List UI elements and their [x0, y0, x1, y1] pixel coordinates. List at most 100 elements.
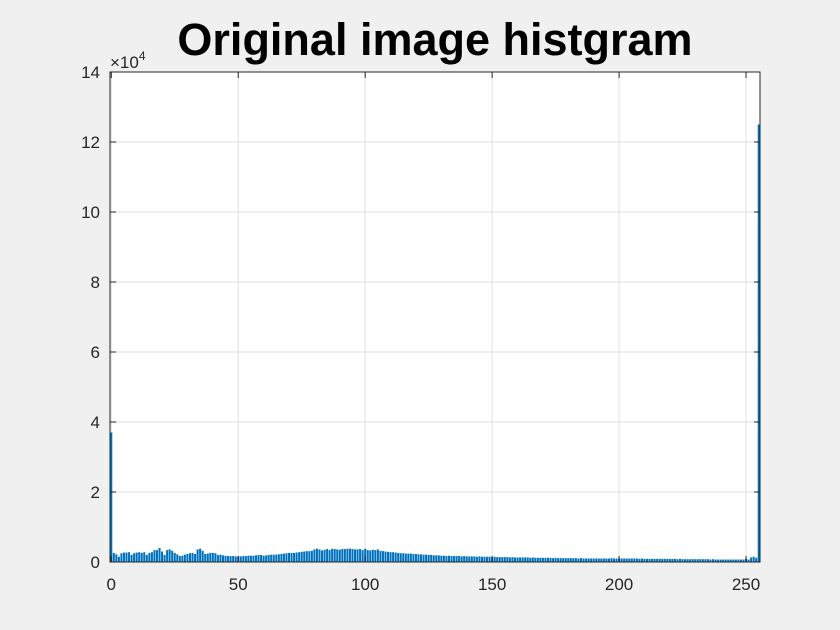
histogram-bar	[287, 552, 291, 562]
histogram-bar	[262, 555, 265, 562]
histogram-bar	[486, 556, 489, 562]
histogram-bar	[513, 557, 516, 562]
histogram-bar	[605, 558, 608, 562]
histogram-bar	[656, 558, 659, 562]
histogram-bar	[300, 551, 303, 562]
histogram-bar	[191, 552, 194, 562]
histogram-bar	[661, 558, 664, 562]
histogram-bar	[150, 552, 153, 562]
histogram-bar	[188, 553, 191, 562]
histogram-bar	[529, 557, 532, 562]
histogram-bar	[392, 552, 395, 562]
histogram-bar	[706, 559, 709, 562]
histogram-bar	[320, 550, 324, 562]
histogram-bar	[610, 558, 613, 562]
histogram-bar	[607, 558, 610, 562]
histogram-bar	[747, 559, 750, 562]
histogram-bar	[498, 557, 501, 562]
histogram-bar	[447, 555, 450, 562]
y-exponent-label: ×104	[110, 49, 146, 72]
histogram-bar	[458, 556, 461, 562]
histogram-bar	[303, 551, 306, 562]
histogram-bar	[143, 552, 146, 562]
histogram-bar	[602, 558, 605, 562]
histogram-bar	[679, 558, 682, 562]
histogram-bar	[719, 559, 722, 562]
histogram-bar	[196, 549, 199, 562]
histogram-bar	[135, 552, 138, 562]
histogram-bar	[216, 555, 219, 562]
y-tick-label: 0	[91, 553, 100, 572]
histogram-bar	[427, 555, 430, 562]
histogram-bar	[280, 553, 283, 562]
histogram-bar	[267, 555, 270, 562]
histogram-bar	[128, 552, 131, 562]
histogram-bar	[364, 548, 367, 562]
histogram-bar	[651, 558, 654, 562]
histogram-bar	[541, 557, 544, 562]
y-tick-label: 6	[91, 343, 100, 362]
histogram-bar	[701, 559, 704, 562]
histogram-bar	[699, 559, 702, 562]
histogram-bar	[511, 557, 514, 562]
histogram-bar	[254, 555, 258, 562]
histogram-bar	[739, 559, 742, 562]
x-tick-label: 200	[605, 575, 633, 594]
histogram-bar	[620, 558, 623, 562]
histogram-bar	[412, 553, 415, 562]
histogram-bar	[465, 556, 468, 562]
histogram-bar	[161, 551, 164, 562]
histogram-bar	[371, 549, 374, 562]
histogram-bar	[648, 558, 651, 562]
plot-frame	[109, 71, 761, 563]
histogram-bar	[381, 551, 384, 562]
histogram-bar	[732, 559, 735, 562]
histogram-bars	[110, 124, 760, 562]
histogram-bar	[470, 556, 473, 562]
y-tick-label: 10	[81, 203, 100, 222]
histogram-bar	[455, 556, 458, 562]
histogram-bar	[463, 556, 466, 562]
histogram-bar	[171, 550, 174, 562]
histogram-bar	[376, 549, 379, 562]
histogram-bar	[336, 549, 339, 562]
histogram-bar	[112, 552, 115, 562]
histogram-bar	[734, 559, 737, 562]
histogram-bar	[354, 549, 357, 562]
histogram-bar	[242, 556, 245, 562]
histogram-bar	[684, 559, 687, 562]
histogram-bar	[714, 559, 717, 562]
histogram-bar	[387, 551, 390, 562]
histogram-bar	[333, 549, 336, 562]
histogram-bar	[359, 549, 362, 562]
histogram-bar	[214, 553, 217, 562]
histogram-bar	[155, 550, 158, 562]
histogram-bar	[239, 556, 242, 562]
histogram-bar	[671, 558, 674, 562]
histogram-bar	[473, 556, 476, 562]
histogram-bar	[503, 557, 506, 562]
histogram-bar	[379, 550, 382, 562]
histogram-bar	[374, 550, 377, 562]
histogram-bar	[145, 555, 148, 562]
histogram-bar	[579, 558, 583, 562]
y-axis-ticks: 0 2 4 6 8 10 12 14	[81, 63, 760, 572]
histogram-bar	[496, 557, 499, 562]
histogram-bar	[178, 556, 181, 562]
histogram-bar	[478, 556, 481, 562]
histogram-bar	[168, 549, 171, 562]
histogram-bar	[440, 555, 443, 562]
histogram-bar	[460, 556, 463, 562]
histogram-bar	[417, 554, 420, 562]
histogram-bar	[508, 557, 511, 562]
histogram-bar	[148, 552, 151, 562]
histogram-bar	[750, 557, 753, 562]
histogram-bar	[282, 553, 285, 562]
histogram-bar	[615, 558, 618, 562]
histogram-bar	[442, 555, 445, 562]
histogram-bar	[430, 555, 433, 562]
histogram-bar	[211, 552, 214, 562]
histogram-bar	[722, 559, 725, 562]
histogram-bar	[285, 553, 288, 562]
